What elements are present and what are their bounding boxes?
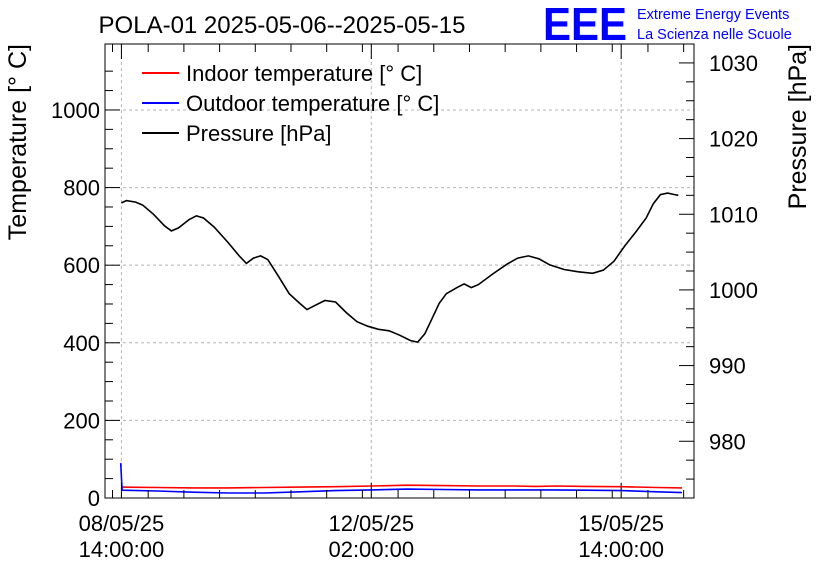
left-tick-label: 400 — [63, 331, 100, 356]
eee-logo-line2: La Scienza nelle Scuole — [637, 27, 792, 43]
legend-label: Outdoor temperature [° C] — [186, 91, 439, 116]
x-tick-label-time: 14:00:00 — [79, 537, 165, 562]
left-tick-label: 800 — [63, 176, 100, 201]
eee-logo-line1: Extreme Energy Events — [637, 7, 789, 23]
legend-label: Pressure [hPa] — [186, 121, 332, 146]
left-tick-label: 0 — [88, 486, 100, 511]
legend-label: Indoor temperature [° C] — [186, 61, 422, 86]
x-tick-label-time: 02:00:00 — [328, 537, 414, 562]
x-tick-label-date: 15/05/25 — [578, 511, 664, 536]
right-tick-label: 1030 — [709, 51, 758, 76]
eee-logo: EEE Extreme Energy Events La Scienza nel… — [543, 0, 792, 50]
left-tick-label: 1000 — [51, 98, 100, 123]
series-line-2 — [121, 192, 679, 343]
eee-logo-mark: EEE — [543, 0, 627, 50]
series-line-0 — [121, 484, 682, 489]
right-tick-label: 1000 — [709, 278, 758, 303]
legend: Indoor temperature [° C] Outdoor temperat… — [142, 61, 439, 146]
right-tick-label: 990 — [709, 354, 746, 379]
right-tick-label: 980 — [709, 429, 746, 454]
right-tick-label: 1020 — [709, 127, 758, 152]
left-axis: 0 200 400 600 800 1000 — [51, 70, 120, 511]
series-line-1 — [119, 463, 682, 494]
grid — [105, 44, 694, 498]
left-tick-label: 200 — [63, 408, 100, 433]
y2-axis-label: Pressure [hPa] — [784, 44, 812, 209]
right-axis: 980 990 1000 1010 1020 1030 — [679, 51, 758, 480]
right-tick-label: 1010 — [709, 202, 758, 227]
chart-title: POLA-01 2025-05-06--2025-05-15 — [99, 12, 466, 39]
x-tick-label-date: 08/05/25 — [79, 511, 165, 536]
left-tick-label: 600 — [63, 253, 100, 278]
series-layer — [119, 192, 682, 494]
x-tick-label-time: 14:00:00 — [578, 537, 664, 562]
x-tick-label-date: 12/05/25 — [328, 511, 414, 536]
x-axis: 08/05/2514:00:0012/05/2502:00:0015/05/25… — [79, 44, 685, 562]
y-axis-label: Temperature [° C] — [4, 44, 32, 240]
